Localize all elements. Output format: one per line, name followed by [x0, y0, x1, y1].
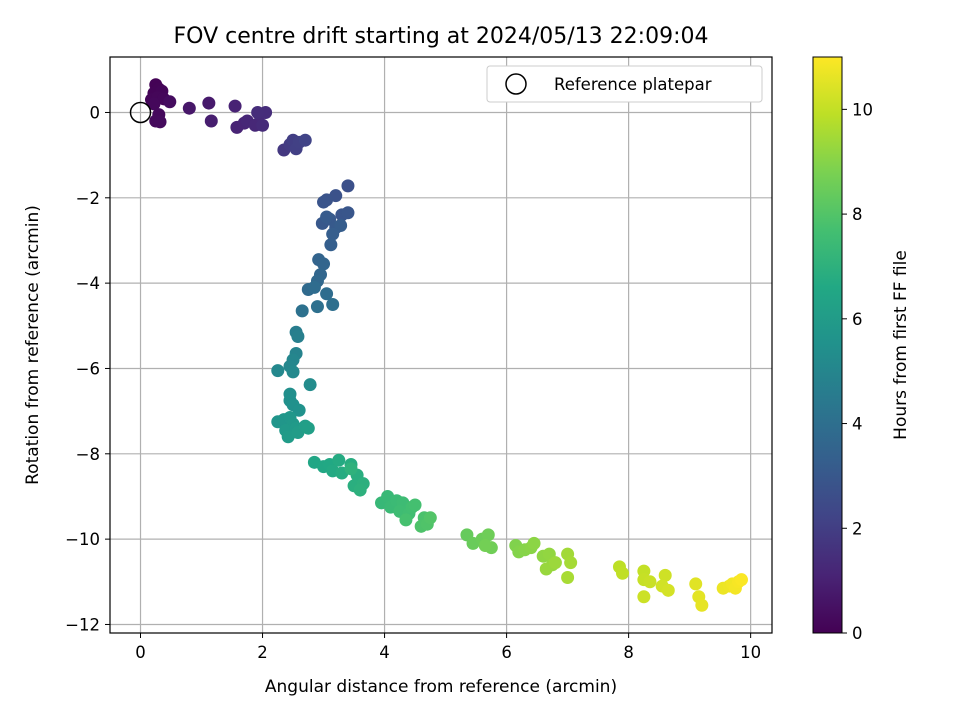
data-point — [286, 365, 300, 379]
y-axis-label: Rotation from reference (arcmin) — [23, 205, 43, 485]
data-point — [658, 568, 672, 582]
data-point — [298, 133, 312, 147]
data-point — [281, 430, 295, 444]
data-point — [637, 590, 651, 604]
scatter-points — [144, 78, 748, 612]
x-tick-label: 2 — [257, 643, 268, 662]
legend-label: Reference platepar — [554, 75, 712, 94]
data-point — [303, 378, 317, 392]
data-point — [301, 421, 315, 435]
data-point — [643, 575, 657, 589]
data-point — [202, 96, 216, 110]
data-point — [734, 573, 748, 587]
data-point — [326, 227, 340, 241]
data-point — [320, 287, 334, 301]
x-axis-label: Angular distance from reference (arcmin) — [265, 677, 617, 697]
legend-box — [486, 65, 763, 103]
y-tick-label: −8 — [76, 445, 100, 464]
data-point — [689, 577, 703, 591]
colorbar-tick-label: 0 — [852, 624, 863, 643]
colorbar-tick-label: 4 — [852, 415, 863, 434]
data-point — [341, 206, 355, 220]
y-tick-label: −6 — [76, 359, 100, 378]
data-point — [408, 498, 422, 512]
data-point — [256, 118, 270, 132]
data-point — [353, 483, 367, 497]
data-point — [324, 238, 338, 252]
data-point — [153, 115, 167, 129]
colorbar-tick-label: 10 — [852, 100, 873, 119]
legend-marker — [505, 73, 527, 95]
data-point — [204, 114, 218, 128]
plot-frame — [109, 56, 773, 634]
x-tick-label: 10 — [740, 643, 761, 662]
data-point — [341, 179, 355, 193]
colorbar-tick-label: 6 — [852, 310, 863, 329]
data-point — [423, 511, 437, 525]
reference-marker — [129, 101, 152, 124]
data-point — [310, 300, 324, 314]
data-point — [332, 453, 346, 467]
x-tick-label: 4 — [379, 643, 390, 662]
colorbar: 0 2 4 6 8 10 Hours from first FF file — [812, 56, 911, 643]
data-point — [182, 101, 196, 115]
data-point — [228, 99, 242, 113]
colorbar-gradient — [812, 56, 843, 634]
data-point — [295, 304, 309, 318]
colorbar-label: Hours from first FF file — [891, 250, 911, 440]
data-point — [616, 566, 630, 580]
y-tick-label: −2 — [76, 189, 100, 208]
data-point — [251, 105, 265, 119]
x-tick-label: 6 — [501, 643, 512, 662]
data-point — [163, 95, 177, 109]
data-point — [539, 562, 553, 576]
reference-point — [129, 101, 152, 124]
data-point — [326, 297, 340, 311]
y-tick-label: −10 — [65, 530, 100, 549]
data-point — [317, 195, 331, 209]
data-point — [548, 556, 562, 570]
data-point — [481, 528, 495, 542]
data-point — [399, 513, 413, 527]
y-tick-label: −4 — [76, 274, 100, 293]
data-point — [527, 536, 541, 550]
y-tick-label: −12 — [65, 615, 100, 634]
x-tick-label: 8 — [623, 643, 634, 662]
data-point — [334, 219, 348, 233]
colorbar-tick-label: 2 — [852, 519, 863, 538]
y-ticks: 0 −2 −4 −6 −8 −10 −12 — [65, 103, 110, 634]
x-tick-label: 0 — [135, 643, 146, 662]
y-tick-label: 0 — [90, 103, 101, 122]
grid — [110, 57, 772, 633]
data-point — [317, 257, 331, 271]
data-point — [291, 329, 305, 343]
legend: Reference platepar — [486, 65, 763, 103]
colorbar-tick-label: 8 — [852, 205, 863, 224]
data-point — [564, 556, 578, 570]
data-point — [478, 539, 492, 553]
data-point — [320, 210, 334, 224]
data-point — [307, 280, 321, 294]
data-point — [292, 403, 306, 417]
data-point — [695, 598, 709, 612]
data-point — [147, 97, 161, 111]
data-point — [561, 571, 575, 585]
data-point — [271, 364, 285, 378]
x-ticks: 0 2 4 6 8 10 — [135, 633, 761, 662]
data-point — [344, 462, 358, 476]
colorbar-ticks: 0 2 4 6 8 10 — [842, 100, 873, 643]
chart-title: FOV centre drift starting at 2024/05/13 … — [174, 24, 709, 49]
data-point — [661, 583, 675, 597]
